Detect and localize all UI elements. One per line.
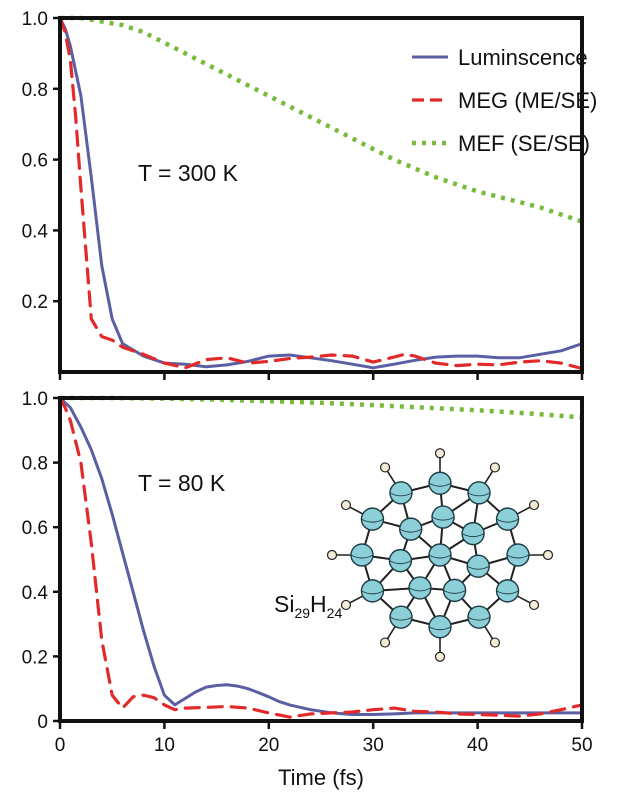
y-tick-label: 0.2 <box>22 292 48 313</box>
y-tick-label: 0.4 <box>22 583 49 604</box>
silicon-atom <box>495 507 520 531</box>
hydrogen-atom <box>434 448 446 459</box>
hydrogen-atom <box>340 499 352 511</box>
silicon-atom <box>495 579 520 603</box>
silicon-atom <box>428 615 452 639</box>
silicon-atom <box>428 543 452 567</box>
panel-top-300k: 1.0 0.8 0.6 0.4 0.2 T = 300 K Luminscence MEG… <box>22 9 597 380</box>
bottom-axis-ticks: 1.0 0.8 0.6 0.4 0.2 00 10 20 30 40 50 <box>22 389 593 756</box>
y-tick-label: 0.6 <box>22 518 48 539</box>
molecule-label-h: H <box>310 591 327 617</box>
y-tick-label: 0.8 <box>22 454 48 475</box>
atom-shading <box>361 590 384 595</box>
x-tick-label: 30 <box>363 735 384 756</box>
y-tick-label: 0.4 <box>22 221 49 242</box>
hydrogen-atom <box>489 637 501 648</box>
silicon-atom <box>408 576 432 600</box>
hydrogen-atom <box>379 637 391 648</box>
atom-shading <box>467 492 491 497</box>
silicon-atom <box>467 481 491 505</box>
atom-shading <box>408 587 432 592</box>
legend-label: MEG (ME/SE) <box>458 88 597 113</box>
atom-shading <box>361 518 384 523</box>
atom-shading <box>461 533 485 538</box>
y-tick-label: 0.2 <box>22 647 48 668</box>
si29h24-cluster-illustration <box>326 448 554 662</box>
atom-shading <box>428 554 452 559</box>
atom-shading <box>496 518 519 523</box>
annotation-80k: T = 80 K <box>138 470 226 496</box>
hydrogen-atom <box>489 462 501 473</box>
silicon-atom <box>388 548 413 573</box>
top-axis-ticks: 1.0 0.8 0.6 0.4 0.2 <box>22 9 584 380</box>
top-plot-frame <box>58 16 584 374</box>
atom-shading <box>389 560 412 565</box>
silicon-atom <box>428 471 452 495</box>
atom-shading <box>431 516 455 521</box>
top-series-lines <box>58 15 584 371</box>
atom-shading <box>467 616 491 621</box>
hydrogen-atom <box>326 549 338 561</box>
y-tick-label: 0.6 <box>22 151 48 172</box>
legend: Luminscence MEG (ME/SE) MEF (SE/SE) <box>412 45 597 156</box>
atom-shading <box>399 528 422 533</box>
legend-label: Luminscence <box>458 45 588 70</box>
silicon-atom <box>398 517 423 541</box>
series-line-mef-se-se <box>60 395 583 420</box>
hydrogen-atom <box>340 599 352 611</box>
legend-label: MEF (SE/SE) <box>458 131 590 156</box>
silicon-atom <box>431 505 455 529</box>
molecule-label-si: Si <box>274 591 294 617</box>
x-tick-label: 0 <box>55 735 66 756</box>
hydrogen-atom <box>379 462 391 473</box>
series-line-luminscence <box>58 396 584 716</box>
series-line-meg-me-se <box>58 396 584 719</box>
silicon-atom <box>389 605 413 629</box>
hydrogen-atom <box>528 599 540 611</box>
atom-shading <box>389 616 413 621</box>
atom-shading <box>443 589 466 594</box>
x-axis-label: Time (fs) <box>278 765 364 790</box>
silicon-atom <box>389 481 413 505</box>
series-line-luminscence <box>58 16 584 370</box>
silicon-atom <box>466 554 490 578</box>
atom-shading <box>466 565 490 570</box>
y-tick-label: 1.0 <box>22 389 48 410</box>
y-tick-label: 0 <box>37 712 48 733</box>
atom-shading <box>428 626 452 631</box>
molecule-label-sub1: 29 <box>294 605 310 621</box>
y-tick-label: 0.8 <box>22 80 48 101</box>
atom-shading <box>506 554 530 559</box>
panel-bottom-80k: 1.00.80.60.40.200 10 20 30 40 50 T = 80 K Si2… <box>22 389 593 790</box>
silicon-atom <box>467 605 491 629</box>
silicon-atom <box>461 521 485 546</box>
series-line-mef-se-se <box>60 15 583 224</box>
series-line-meg-me-se <box>58 16 584 371</box>
x-tick-label: 50 <box>571 735 592 756</box>
hydrogen-atom <box>434 651 446 662</box>
silicon-atom <box>350 543 374 567</box>
silicon-atoms <box>350 471 530 639</box>
y-tick-label: 1.0 <box>22 9 48 30</box>
atom-shading <box>350 554 374 559</box>
molecule-label: Si29H24 <box>274 591 342 621</box>
hydrogen-atom <box>542 549 554 561</box>
bottom-series-lines <box>58 395 584 719</box>
atom-shading <box>496 590 519 595</box>
bottom-plot-frame <box>58 396 584 723</box>
x-tick-label: 20 <box>258 735 279 756</box>
annotation-300k: T = 300 K <box>138 160 239 186</box>
atom-shading <box>428 482 452 487</box>
hydrogen-atom <box>528 499 540 511</box>
molecule-label-sub2: 24 <box>327 605 343 621</box>
silicon-atom <box>442 578 467 603</box>
silicon-atom <box>360 579 385 603</box>
silicon-atom <box>506 543 530 567</box>
silicon-atom <box>360 507 385 531</box>
x-tick-label: 40 <box>467 735 488 756</box>
atom-shading <box>389 492 413 497</box>
x-tick-label: 10 <box>154 735 175 756</box>
